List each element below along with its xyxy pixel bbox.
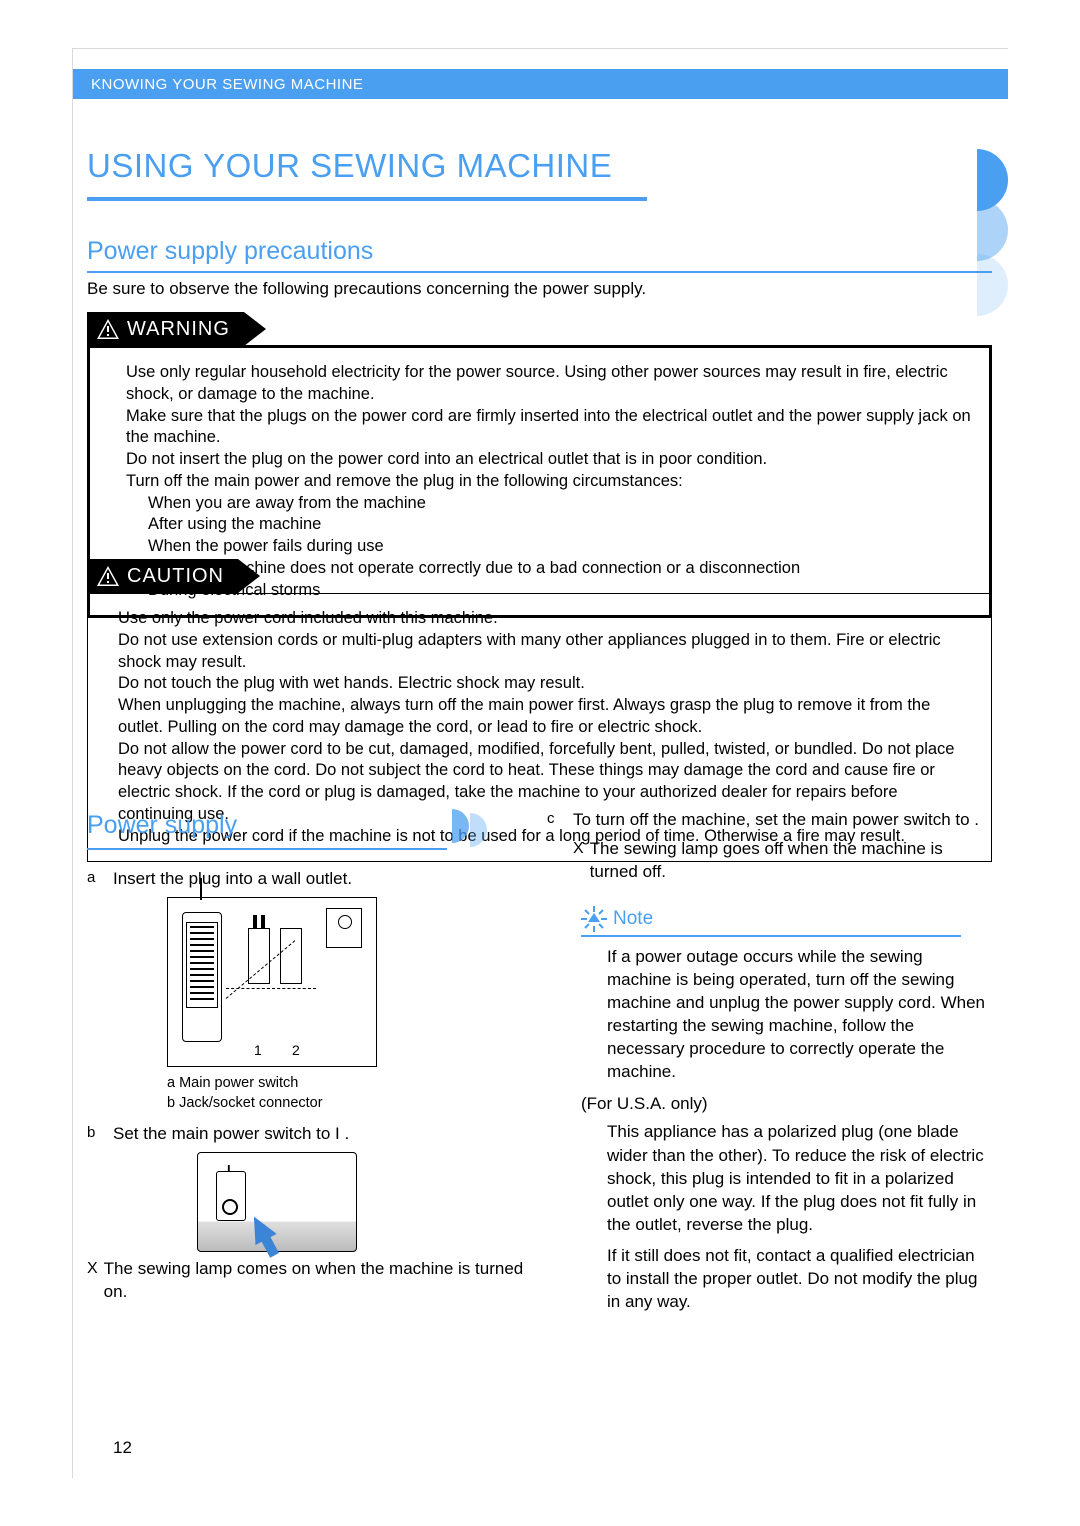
warning-subitem: When you are away from the machine: [126, 493, 975, 515]
step-text: Insert the plug into a wall outlet.: [113, 868, 352, 891]
caution-tab: CAUTION: [87, 559, 260, 593]
warning-icon: [97, 319, 119, 339]
diagram-label-2: 2: [292, 1041, 300, 1060]
note-body: If a power outage occurs while the sewin…: [607, 945, 987, 1084]
caution-label: CAUTION: [127, 565, 224, 588]
header-text: KNOWING YOUR SEWING MACHINE: [91, 76, 363, 93]
result-text: The sewing lamp comes on when the machin…: [104, 1258, 527, 1304]
warning-subitem: After using the machine: [126, 514, 975, 536]
caution-item: Do not use extension cords or multi-plug…: [118, 630, 977, 674]
step-a: a Insert the plug into a wall outlet.: [87, 868, 527, 891]
caution-icon: [97, 566, 119, 586]
step-text: To turn off the machine, set the main po…: [573, 809, 979, 832]
note-label: Note: [613, 906, 653, 932]
step-b: b Set the main power switch to I .: [87, 1123, 527, 1146]
legend-a: a Main power switch: [167, 1073, 527, 1093]
warning-item: Turn off the main power and remove the p…: [126, 471, 975, 493]
step-letter: a: [87, 868, 101, 891]
result-text: The sewing lamp goes off when the machin…: [590, 838, 992, 884]
caution-item: Use only the power cord included with th…: [118, 608, 977, 630]
x-mark: X: [573, 838, 584, 884]
warning-item: Make sure that the plugs on the power co…: [126, 406, 975, 450]
page-number: 12: [113, 1438, 132, 1458]
left-column: Power supply a Insert the plug into a wa…: [87, 809, 527, 1321]
usa-text-1: This appliance has a polarized plug (one…: [607, 1120, 987, 1236]
warning-label: WARNING: [127, 318, 230, 341]
note-heading: Note: [581, 906, 961, 937]
warning-item: Do not insert the plug on the power cord…: [126, 449, 975, 471]
result-note-c: X The sewing lamp goes off when the mach…: [573, 838, 992, 884]
usa-body: This appliance has a polarized plug (one…: [607, 1120, 987, 1313]
section-heading-power-precautions: Power supply precautions: [87, 237, 992, 273]
warning-item: Use only regular household electricity f…: [126, 362, 975, 406]
header-strip: KNOWING YOUR SEWING MACHINE: [73, 69, 1008, 99]
page: KNOWING YOUR SEWING MACHINE USING YOUR S…: [72, 48, 1008, 1478]
caution-item: Do not touch the plug with wet hands. El…: [118, 673, 977, 695]
usa-text-2: If it still does not fit, contact a qual…: [607, 1244, 987, 1313]
intro-text: Be sure to observe the following precaut…: [87, 279, 646, 299]
legend-b: b Jack/socket connector: [167, 1093, 527, 1113]
x-mark: X: [87, 1258, 98, 1304]
step-letter: c: [547, 809, 561, 832]
page-title: USING YOUR SEWING MACHINE: [87, 147, 647, 201]
note-icon: [581, 906, 607, 932]
warning-subitem: When the power fails during use: [126, 536, 975, 558]
plug-diagram: 1 2: [167, 897, 377, 1067]
step-text: Set the main power switch to I .: [113, 1123, 349, 1146]
result-note-b: X The sewing lamp comes on when the mach…: [87, 1258, 527, 1304]
usa-label: (For U.S.A. only): [581, 1093, 992, 1116]
diagram-label-1: 1: [254, 1041, 262, 1060]
note-text: If a power outage occurs while the sewin…: [607, 945, 987, 1084]
section-heading-power-supply: Power supply: [87, 809, 447, 850]
caution-item: When unplugging the machine, always turn…: [118, 695, 977, 739]
switch-diagram: I: [197, 1152, 357, 1252]
right-column: c To turn off the machine, set the main …: [547, 809, 992, 1321]
step-letter: b: [87, 1123, 101, 1146]
diagram-legend: a Main power switch b Jack/socket connec…: [167, 1073, 527, 1114]
lower-columns: Power supply a Insert the plug into a wa…: [87, 809, 992, 1321]
warning-tab: WARNING: [87, 312, 266, 346]
step-c: c To turn off the machine, set the main …: [547, 809, 992, 832]
